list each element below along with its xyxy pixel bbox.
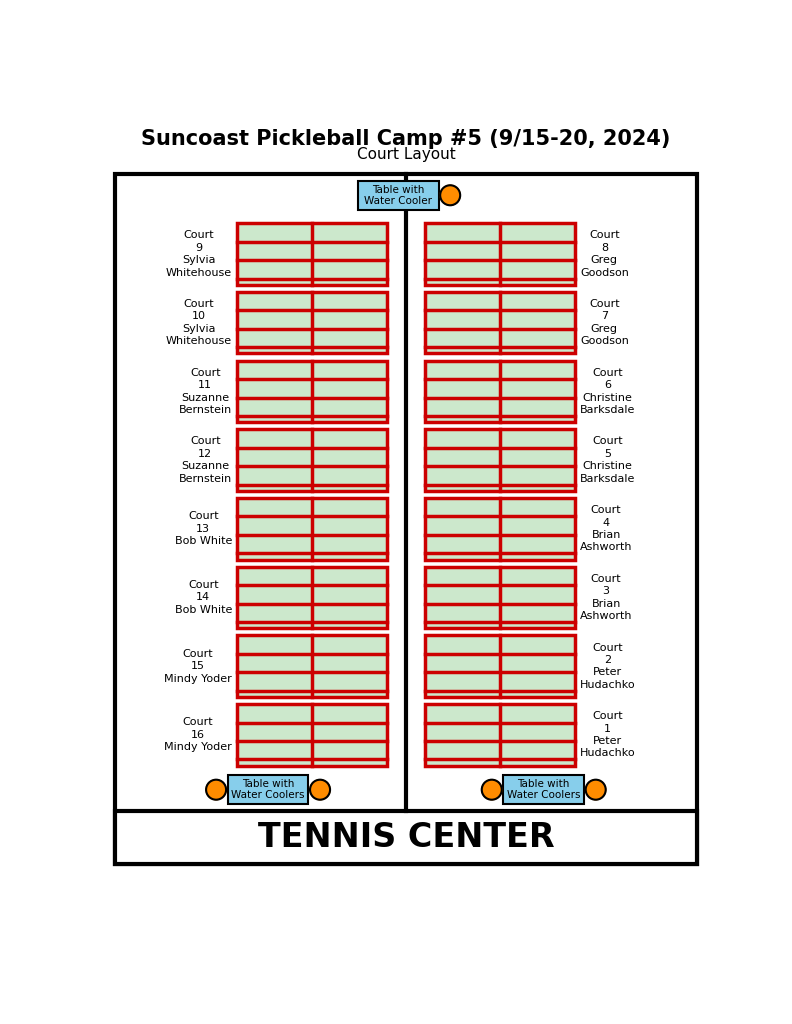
Text: Water Coolers: Water Coolers (507, 791, 581, 800)
Bar (425, 429, 575, 490)
Text: Court
13
Bob White: Court 13 Bob White (174, 511, 232, 546)
Text: TENNIS CENTER: TENNIS CENTER (257, 821, 554, 854)
Text: Suncoast Pickleball Camp #5 (9/15-20, 2024): Suncoast Pickleball Camp #5 (9/15-20, 20… (141, 129, 671, 150)
Bar (237, 635, 386, 697)
Circle shape (440, 185, 460, 205)
Text: Court
5
Christine
Barksdale: Court 5 Christine Barksdale (580, 436, 635, 483)
Bar (358, 180, 439, 210)
Bar (115, 174, 697, 863)
Text: Table with: Table with (242, 779, 295, 790)
Bar (237, 705, 386, 766)
Bar (237, 223, 386, 285)
Text: Court Layout: Court Layout (356, 147, 455, 162)
Bar (425, 292, 575, 353)
Text: Court
12
Suzanne
Bernstein: Court 12 Suzanne Bernstein (179, 436, 232, 483)
Text: Court
14
Bob White: Court 14 Bob White (174, 580, 232, 614)
Text: Court
10
Sylvia
Whitehouse: Court 10 Sylvia Whitehouse (166, 299, 232, 346)
Bar (425, 223, 575, 285)
Text: Court
7
Greg
Goodson: Court 7 Greg Goodson (580, 299, 629, 346)
Text: Court
3
Brian
Ashworth: Court 3 Brian Ashworth (580, 573, 633, 622)
Bar (425, 498, 575, 559)
Bar (425, 705, 575, 766)
Text: Court
1
Peter
Hudachko: Court 1 Peter Hudachko (580, 712, 635, 759)
Bar (237, 292, 386, 353)
Circle shape (310, 779, 330, 800)
Circle shape (586, 779, 606, 800)
Text: Court
16
Mindy Yoder: Court 16 Mindy Yoder (164, 718, 232, 753)
Text: Court
9
Sylvia
Whitehouse: Court 9 Sylvia Whitehouse (166, 230, 232, 278)
Text: Court
15
Mindy Yoder: Court 15 Mindy Yoder (164, 649, 232, 684)
Bar (237, 498, 386, 559)
Text: Court
11
Suzanne
Bernstein: Court 11 Suzanne Bernstein (179, 368, 232, 415)
Bar (115, 811, 697, 863)
Text: Water Cooler: Water Cooler (364, 196, 432, 206)
Text: Water Coolers: Water Coolers (231, 791, 305, 800)
Bar (503, 775, 584, 804)
Text: Court
6
Christine
Barksdale: Court 6 Christine Barksdale (580, 368, 635, 415)
Bar (237, 360, 386, 422)
Text: Court
4
Brian
Ashworth: Court 4 Brian Ashworth (580, 505, 633, 552)
Circle shape (482, 779, 502, 800)
Bar (237, 429, 386, 490)
Bar (425, 566, 575, 629)
Circle shape (206, 779, 226, 800)
Bar (425, 635, 575, 697)
Text: Court
8
Greg
Goodson: Court 8 Greg Goodson (580, 230, 629, 278)
Bar (425, 360, 575, 422)
Text: Table with: Table with (372, 185, 425, 195)
Text: Court
2
Peter
Hudachko: Court 2 Peter Hudachko (580, 642, 635, 690)
Bar (227, 775, 309, 804)
Text: Table with: Table with (517, 779, 570, 790)
Bar (237, 566, 386, 629)
